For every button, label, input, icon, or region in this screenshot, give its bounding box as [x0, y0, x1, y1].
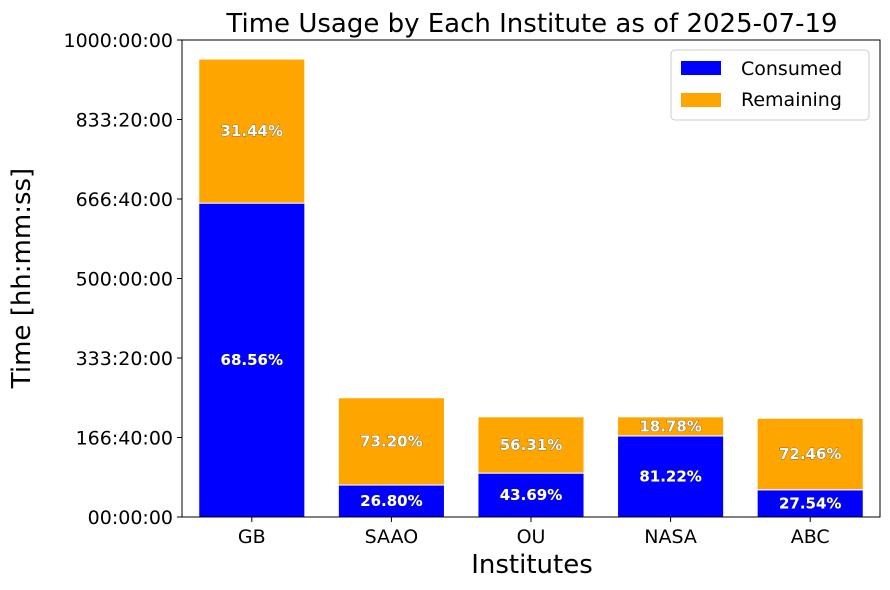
bar-labels-layer: 68.56% 31.44% 26.80% 73.20% 43.69% 56.31% 81.2…	[220, 122, 841, 513]
legend-label-remaining: Remaining	[741, 89, 842, 111]
y-tick-label-0: 00:00:00	[88, 507, 173, 529]
legend-swatch-remaining	[681, 93, 721, 107]
bar-saao-remaining	[337, 397, 445, 486]
bar-label-gb-remaining: 31.44%	[221, 122, 283, 140]
x-tick-label-abc: ABC	[791, 526, 830, 548]
x-axis: GB SAAO OU NASA ABC	[238, 517, 830, 548]
x-tick-label-gb: GB	[238, 526, 266, 548]
chart-title: Time Usage by Each Institute as of 2025-…	[225, 9, 837, 39]
y-tick-label-4: 666:40:00	[76, 189, 173, 211]
y-axis: 00:00:00 166:40:00 333:20:00 500:00:00 666:4…	[63, 30, 182, 529]
x-axis-label: Institutes	[471, 550, 593, 580]
bar-label-gb-consumed: 68.56%	[221, 351, 283, 369]
bar-gb-consumed	[198, 202, 306, 518]
x-tick-label-nasa: NASA	[644, 526, 697, 548]
bar-label-saao-remaining: 73.20%	[360, 432, 422, 450]
x-tick-label-ou: OU	[517, 526, 546, 548]
bar-label-ou-remaining: 56.31%	[500, 436, 562, 454]
bar-gb-remaining	[198, 58, 306, 204]
bar-label-saao-consumed: 26.80%	[360, 492, 422, 510]
y-axis-label: Time [hh:mm:ss]	[7, 168, 37, 389]
bar-label-ou-consumed: 43.69%	[500, 486, 562, 504]
y-tick-label-6: 1000:00:00	[63, 30, 173, 52]
y-tick-label-5: 833:20:00	[76, 110, 173, 132]
y-tick-label-3: 500:00:00	[76, 269, 173, 291]
bar-label-nasa-consumed: 81.22%	[639, 467, 701, 485]
bar-nasa-remaining	[617, 416, 725, 437]
bar-label-nasa-remaining: 18.78%	[639, 417, 701, 435]
bar-abc-consumed	[756, 489, 864, 518]
bar-abc-remaining	[756, 417, 864, 491]
legend: Consumed Remaining	[670, 49, 870, 121]
legend-label-consumed: Consumed	[741, 58, 842, 80]
bar-ou-remaining	[477, 416, 585, 474]
y-tick-label-1: 166:40:00	[76, 427, 173, 449]
x-tick-label-saao: SAAO	[365, 526, 419, 548]
legend-swatch-consumed	[681, 61, 721, 75]
bar-label-abc-consumed: 27.54%	[779, 494, 841, 512]
bar-label-abc-remaining: 72.46%	[779, 445, 841, 463]
bars-layer	[198, 58, 864, 518]
y-tick-label-2: 333:20:00	[76, 348, 173, 370]
